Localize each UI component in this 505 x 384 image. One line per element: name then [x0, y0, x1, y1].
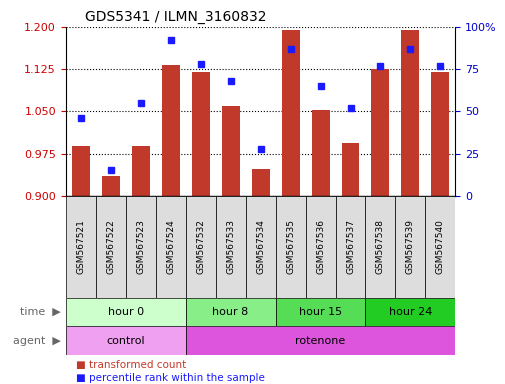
Text: ■ transformed count: ■ transformed count: [76, 360, 186, 370]
Text: GSM567537: GSM567537: [345, 219, 355, 274]
Bar: [275, 298, 365, 326]
Text: GSM567538: GSM567538: [375, 219, 384, 274]
Text: GSM567534: GSM567534: [256, 219, 265, 274]
Text: GSM567536: GSM567536: [316, 219, 324, 274]
Text: GSM567533: GSM567533: [226, 219, 235, 274]
Bar: [425, 196, 454, 298]
Bar: [131, 146, 149, 196]
Text: GSM567540: GSM567540: [435, 219, 444, 274]
Text: GSM567522: GSM567522: [106, 219, 115, 274]
Bar: [365, 196, 395, 298]
Bar: [72, 146, 89, 196]
Text: ■ percentile rank within the sample: ■ percentile rank within the sample: [76, 373, 264, 383]
Text: rotenone: rotenone: [295, 336, 345, 346]
Bar: [335, 196, 365, 298]
Bar: [281, 30, 299, 196]
Bar: [66, 298, 185, 326]
Bar: [95, 196, 125, 298]
Bar: [191, 72, 209, 196]
Bar: [371, 69, 389, 196]
Bar: [162, 65, 179, 196]
Bar: [395, 196, 425, 298]
Text: GSM567535: GSM567535: [285, 219, 294, 274]
Text: control: control: [106, 336, 145, 346]
Text: hour 24: hour 24: [388, 307, 431, 317]
Bar: [400, 30, 419, 196]
Text: GDS5341 / ILMN_3160832: GDS5341 / ILMN_3160832: [85, 10, 266, 25]
Bar: [66, 196, 95, 298]
Bar: [185, 326, 454, 355]
Bar: [185, 298, 275, 326]
Bar: [341, 144, 359, 196]
Bar: [305, 196, 335, 298]
Text: GSM567539: GSM567539: [405, 219, 414, 274]
Bar: [251, 169, 269, 196]
Bar: [245, 196, 275, 298]
Bar: [275, 196, 305, 298]
Bar: [365, 298, 455, 326]
Bar: [156, 196, 185, 298]
Text: hour 0: hour 0: [108, 307, 143, 317]
Bar: [311, 110, 329, 196]
Bar: [221, 106, 239, 196]
Bar: [215, 196, 245, 298]
Bar: [66, 326, 185, 355]
Text: GSM567521: GSM567521: [76, 219, 85, 274]
Bar: [125, 196, 156, 298]
Text: hour 15: hour 15: [298, 307, 341, 317]
Text: agent  ▶: agent ▶: [13, 336, 61, 346]
Bar: [185, 196, 215, 298]
Text: GSM567532: GSM567532: [196, 219, 205, 274]
Bar: [102, 176, 120, 196]
Bar: [431, 72, 448, 196]
Text: time  ▶: time ▶: [20, 307, 61, 317]
Text: hour 8: hour 8: [212, 307, 248, 317]
Text: GSM567524: GSM567524: [166, 219, 175, 274]
Text: GSM567523: GSM567523: [136, 219, 145, 274]
